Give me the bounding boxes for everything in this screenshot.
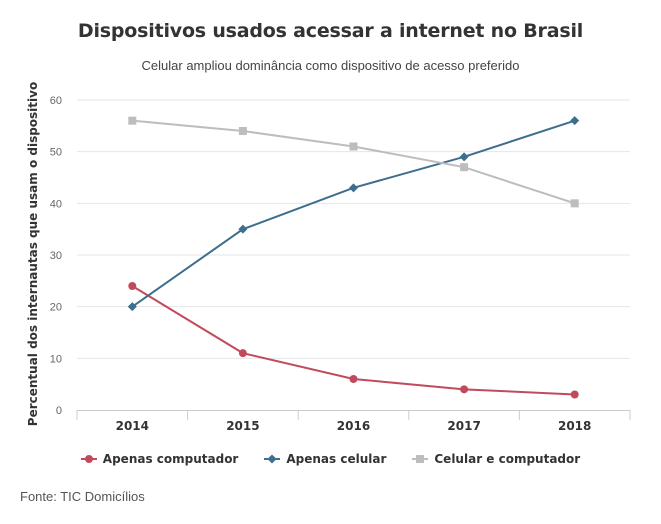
- data-point: [238, 349, 247, 358]
- data-point: [128, 282, 137, 290]
- data-point: [349, 375, 358, 383]
- data-point: [238, 127, 247, 135]
- data-point: [349, 183, 358, 193]
- data-point: [238, 224, 248, 234]
- y-tick-label: 40: [50, 198, 62, 210]
- data-point: [459, 152, 469, 162]
- data-point: [460, 385, 469, 394]
- legend-item[interactable]: Apenas celular: [264, 452, 386, 466]
- y-tick-label: 60: [50, 95, 62, 107]
- y-tick-label: 20: [50, 302, 62, 314]
- y-tick-label: 50: [50, 147, 62, 159]
- legend-label: Apenas celular: [286, 452, 387, 466]
- legend-label: Apenas computador: [102, 452, 239, 466]
- x-tick-label: 2015: [226, 419, 259, 433]
- data-point: [349, 142, 358, 151]
- legend-symbol: [80, 455, 97, 463]
- y-tick-label: 10: [50, 353, 62, 365]
- data-point: [570, 390, 579, 399]
- x-tick-label: 2017: [447, 419, 480, 433]
- data-point: [127, 302, 137, 312]
- x-tick-label: 2016: [337, 419, 370, 433]
- source-note: Fonte: TIC Domicílios: [20, 489, 145, 504]
- chart-subtitle: Celular ampliou dominância como disposit…: [141, 58, 520, 73]
- chart-title: Dispositivos usados acessar a internet n…: [77, 20, 584, 42]
- data-point: [460, 163, 469, 172]
- legend-symbol: [264, 454, 281, 464]
- x-tick-label: 2018: [558, 419, 591, 433]
- data-point: [128, 116, 137, 125]
- legend-symbol: [412, 455, 429, 463]
- chart-legend: Apenas computador Apenas celular Celular e…: [0, 452, 661, 466]
- data-point: [570, 199, 579, 208]
- y-tick-label: 0: [56, 405, 62, 417]
- legend-item[interactable]: Apenas computador: [80, 452, 239, 466]
- y-tick-label: 30: [50, 250, 62, 262]
- legend-label: Celular e computador: [434, 452, 581, 466]
- legend-item[interactable]: Celular e computador: [412, 452, 580, 466]
- data-point: [570, 116, 580, 126]
- x-tick-label: 2014: [116, 419, 149, 433]
